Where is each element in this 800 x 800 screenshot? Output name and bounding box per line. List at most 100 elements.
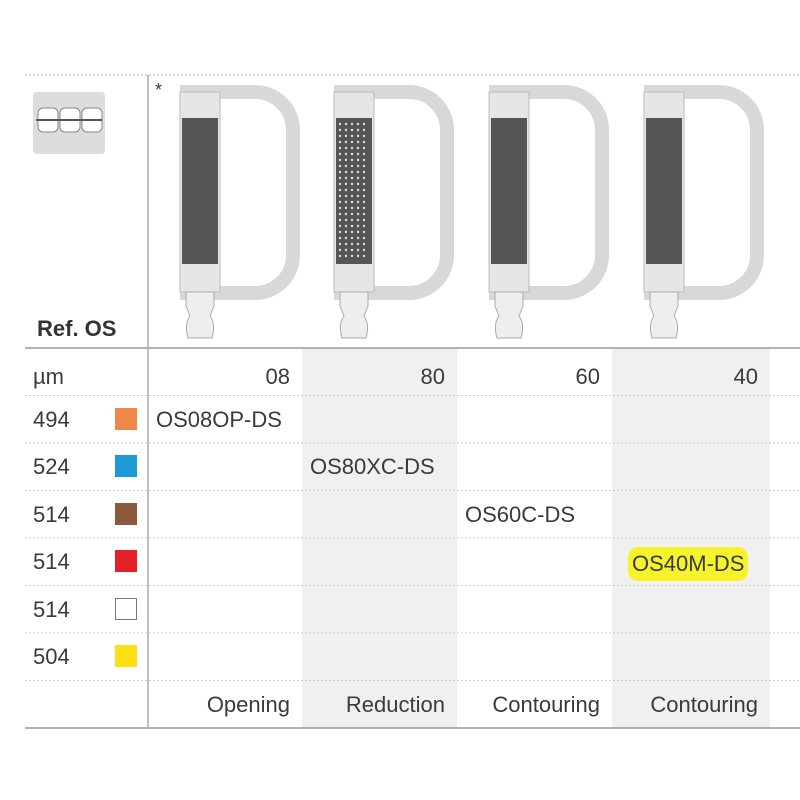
product-code: OS40M-DS [628,547,749,581]
tool-perforation [350,242,354,246]
tool-perforation [338,230,342,234]
color-swatch [115,455,137,477]
tool-perforation [338,134,342,138]
thickness: 40 [733,364,758,389]
tool-perforation [344,236,348,240]
tool-perforation [344,140,348,144]
tool-perforation [356,200,360,204]
tool-perforation [344,248,348,252]
tool-perforation [362,254,366,258]
tool-perforation [350,224,354,228]
row-code: 514 [33,501,70,527]
tool-perforation [344,170,348,174]
tool-perforation [362,230,366,234]
tool-perforation [350,236,354,240]
tool-perforation [344,194,348,198]
tool-perforation [362,170,366,174]
tool-abrasive [336,118,372,264]
tool-perforation [338,146,342,150]
tool-perforation [350,140,354,144]
tool-perforation [338,182,342,186]
tool-perforation [356,134,360,138]
tool-perforation [344,128,348,132]
product-code: OS60C-DS [465,501,576,527]
tool-perforation [356,248,360,252]
tool-perforation [344,206,348,210]
asterisk: * [155,80,163,100]
tool-perforation [362,236,366,240]
tool-perforation [338,242,342,246]
tool-perforation [362,164,366,168]
tool-perforation [356,122,360,126]
tool-frame [644,85,764,300]
thickness: 80 [420,364,445,389]
unit-label: µm [33,364,65,389]
tool-perforation [362,194,366,198]
tool-perforation [338,170,342,174]
tool-perforation [356,164,360,168]
tool-perforation [362,224,366,228]
tool-perforation [338,248,342,252]
tool-perforation [350,212,354,216]
tool-perforation [350,164,354,168]
tool-perforation [344,188,348,192]
tool-perforation [338,236,342,240]
tool-frame [180,85,300,300]
tool-perforation [362,206,366,210]
tool-perforation [338,128,342,132]
row-code: 514 [33,549,70,574]
row-code: 514 [33,596,70,622]
tool-perforation [338,218,342,222]
thickness: 08 [265,364,290,389]
tool-perforation [362,218,366,222]
tool-perforation [344,200,348,204]
tool-perforation [356,158,360,162]
tool-perforation [362,188,366,192]
tool-perforation [338,212,342,216]
tool-perforation [356,152,360,156]
tool-handle [339,291,369,339]
tool-perforation [362,212,366,216]
tool-perforation [356,194,360,198]
tool-perforation [344,212,348,216]
tool-perforation [362,242,366,246]
color-swatch [115,407,137,430]
tool-perforation [350,188,354,192]
color-swatch [115,645,137,667]
tool-perforation [356,128,360,132]
tool-perforation [362,200,366,204]
tool-perforation [356,224,360,228]
tool-handle [494,291,524,339]
tool-perforation [356,206,360,210]
tool-perforation [356,170,360,174]
tool-perforation [344,242,348,246]
thickness: 60 [575,364,600,389]
tool-perforation [356,176,360,180]
color-swatch [115,502,137,525]
tool-perforation [338,176,342,180]
tool-perforation [350,254,354,258]
tool-perforation [350,248,354,252]
row-code: 524 [33,454,70,479]
tool-perforation [344,146,348,150]
tool-perforation [362,152,366,156]
tool-perforation [356,182,360,186]
tool-perforation [362,146,366,150]
tool-perforation [338,158,342,162]
tool-frame [489,85,609,300]
tool-perforation [350,182,354,186]
ref-label: Ref. OS [37,316,117,341]
tool-perforation [338,140,342,144]
tool-perforation [356,212,360,216]
tool-perforation [344,182,348,186]
product-code: OS08OP-DS [156,406,282,432]
tool-perforation [350,176,354,180]
tool-perforation [338,206,342,210]
tool-perforation [356,188,360,192]
tool-perforation [350,206,354,210]
tool-perforation [350,158,354,162]
row-code: 494 [33,406,70,432]
tool-perforation [344,176,348,180]
